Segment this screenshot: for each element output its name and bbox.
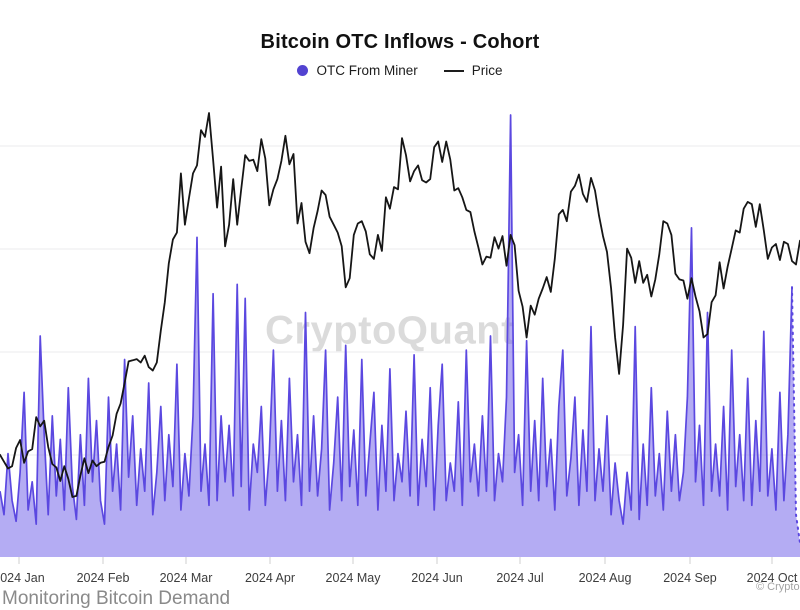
x-axis-label: 2024 Feb bbox=[77, 571, 130, 585]
x-axis-label: 2024 Jul bbox=[496, 571, 543, 585]
chart-title: Bitcoin OTC Inflows - Cohort bbox=[260, 31, 540, 53]
footer-caption: Monitoring Bitcoin Demand bbox=[2, 588, 231, 609]
legend: OTC From Miner Price bbox=[0, 63, 800, 78]
chart-header: Bitcoin OTC Inflows - Cohort OTC From Mi… bbox=[0, 0, 800, 78]
x-axis-label: 2024 Jun bbox=[411, 571, 462, 585]
x-axis-label: 2024 May bbox=[326, 571, 382, 585]
legend-label: Price bbox=[471, 63, 503, 78]
x-axis-label: 2024 Sep bbox=[663, 571, 717, 585]
price-line-series bbox=[0, 112, 800, 498]
legend-dash-icon bbox=[443, 69, 464, 72]
legend-item-otc-from-miner[interactable]: OTC From Miner bbox=[297, 63, 418, 78]
legend-item-price[interactable]: Price bbox=[443, 63, 503, 78]
legend-dot-icon bbox=[297, 65, 309, 76]
x-axis-label: 2024 Mar bbox=[160, 571, 213, 585]
copyright-label: © CryptoQuant bbox=[756, 581, 800, 593]
otc-line bbox=[0, 114, 793, 525]
x-axis-label: 2024 Aug bbox=[579, 571, 632, 585]
x-axis-label: 2024 Oct bbox=[747, 571, 798, 585]
x-axis-label: 2024 Jan bbox=[0, 571, 45, 585]
x-axis-label: 2024 Apr bbox=[245, 571, 295, 585]
legend-label: OTC From Miner bbox=[316, 63, 418, 78]
otc-line-dotted-tail bbox=[791, 286, 800, 544]
